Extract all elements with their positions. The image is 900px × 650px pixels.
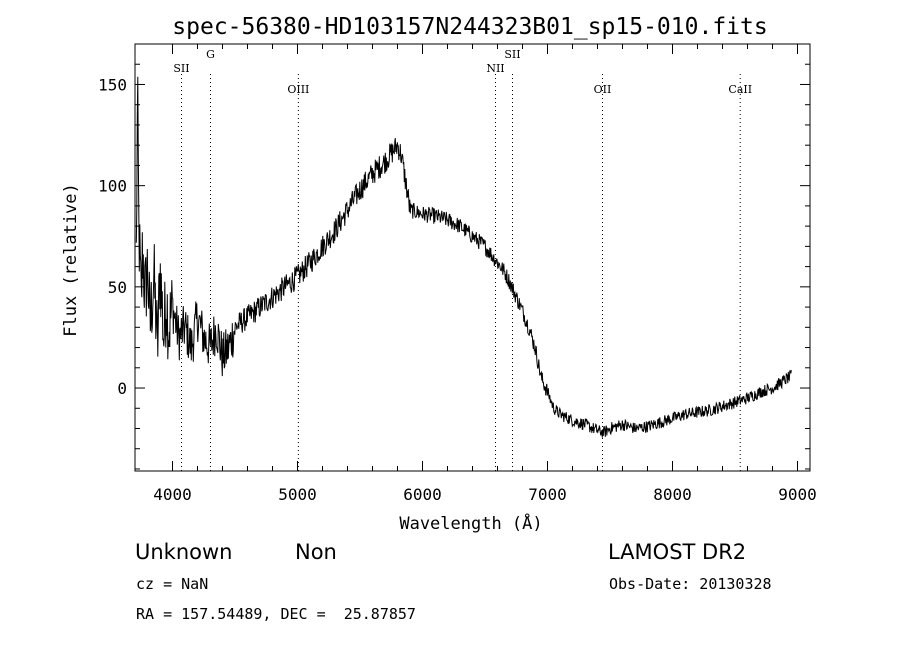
line-marker-label: OII	[594, 83, 612, 96]
radec-label: RA = 157.54489, DEC = 25.87857	[136, 605, 416, 623]
object-subclass: Non	[295, 540, 337, 564]
y-tick-label: 50	[108, 278, 127, 297]
line-marker-label: G	[206, 48, 215, 61]
x-tick-label: 4000	[153, 485, 192, 504]
line-marker-label: SII	[504, 48, 520, 61]
y-axis-label: Flux (relative)	[61, 183, 81, 337]
x-tick-label: 6000	[403, 485, 442, 504]
object-class: Unknown	[135, 540, 233, 564]
x-tick-label: 9000	[778, 485, 817, 504]
y-tick-label: 150	[98, 75, 127, 94]
redshift-label: cz = NaN	[136, 575, 209, 593]
axes: 4000 5000 6000 7000 8000 9000 0 50 100 150	[98, 43, 817, 504]
y-tick-label: 0	[117, 379, 127, 398]
line-marker-label: CaII	[728, 83, 752, 96]
x-tick-label: 8000	[653, 485, 692, 504]
spectrum-series	[135, 76, 792, 438]
line-marker-label: NII	[486, 62, 504, 75]
spectrum-line	[135, 76, 792, 438]
survey-label: LAMOST DR2	[608, 540, 747, 564]
y-tick-label: 100	[98, 177, 127, 196]
chart-title: spec-56380-HD103157N244323B01_sp15-010.f…	[172, 14, 767, 40]
obs-date-label: Obs-Date: 20130328	[609, 575, 772, 593]
line-marker-label: OIII	[287, 83, 309, 96]
x-axis-label: Wavelength (Å)	[399, 512, 542, 534]
x-tick-label: 7000	[528, 485, 567, 504]
x-tick-label: 5000	[278, 485, 317, 504]
line-marker-label: SII	[173, 62, 189, 75]
